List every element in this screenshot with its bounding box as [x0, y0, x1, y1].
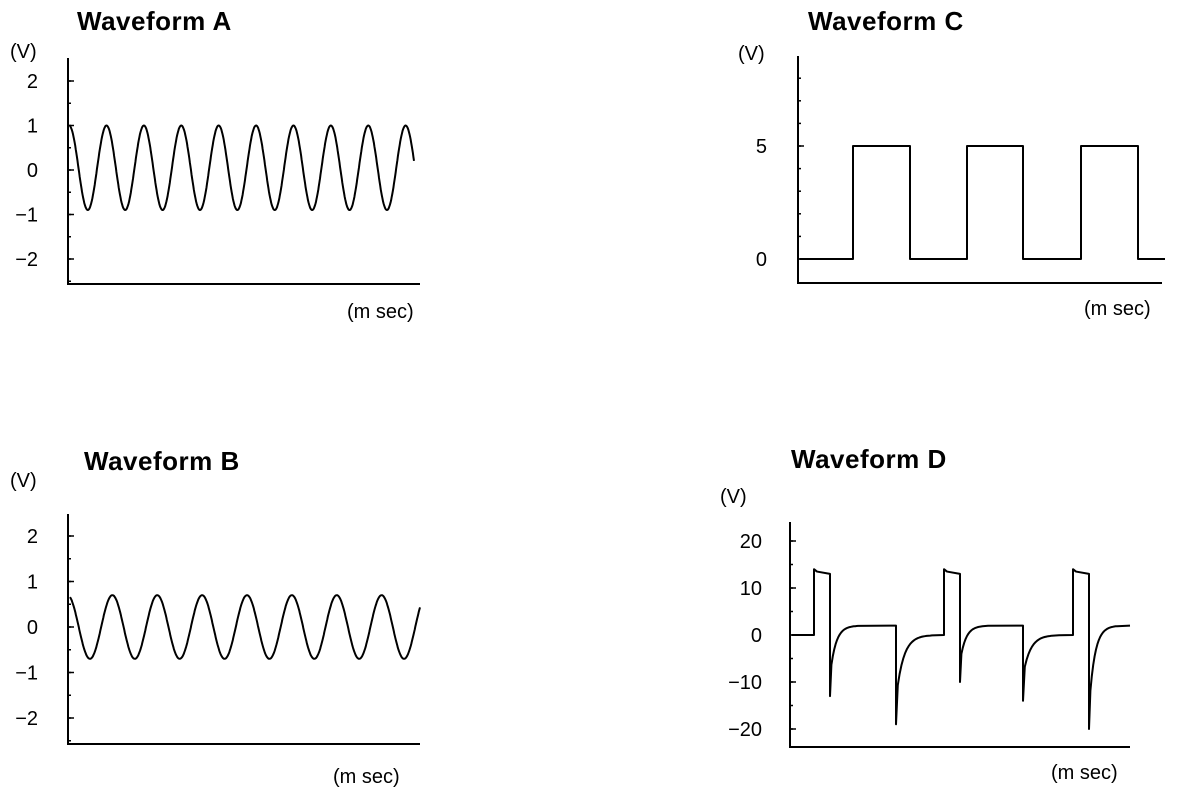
waveform-b-title: Waveform B: [84, 446, 240, 476]
waveform-c-trace: [800, 145, 1165, 260]
panel-waveform-a: Waveform A (V) (m sec) 2 1 0 −1 −2: [10, 6, 420, 323]
y-tick-label: 0: [751, 625, 762, 647]
y-tick-label: 2: [27, 526, 38, 548]
waveform-d-xlabel: (m sec): [1051, 762, 1118, 784]
waveform-d-ylabel: (V): [720, 486, 747, 508]
y-tick-label: −1: [15, 663, 38, 685]
waveform-b-axes: [67, 514, 420, 745]
waveform-c-y-ticks: 50: [756, 77, 804, 271]
waveform-d-title: Waveform D: [791, 444, 947, 474]
waveform-b-ylabel: (V): [10, 470, 37, 492]
panel-waveform-b: Waveform B (V) (m sec) 2 1 0 −1 −2: [10, 446, 421, 788]
waveform-d-y-ticks: 20 10 0 −10 −20: [728, 531, 796, 741]
waveform-a-y-ticks: 2 1 0 −1 −2: [15, 71, 74, 282]
y-tick-label: 5: [756, 136, 767, 158]
waveform-a-axes: [67, 58, 420, 285]
y-tick-label: 1: [27, 116, 38, 138]
waveform-d-axes: [789, 522, 1130, 748]
y-tick-label: −2: [15, 708, 38, 730]
y-tick-label: −10: [728, 672, 762, 694]
waveform-c-ylabel: (V): [738, 43, 765, 65]
waveform-d-trace: [792, 568, 1131, 730]
y-tick-label: 0: [27, 617, 38, 639]
y-tick-label: −1: [15, 205, 38, 227]
panel-waveform-c: Waveform C (V) (m sec) 50: [738, 6, 1165, 320]
y-tick-label: 2: [27, 71, 38, 93]
waveform-b-xlabel: (m sec): [333, 766, 400, 788]
waveform-a-title: Waveform A: [77, 6, 232, 36]
waveform-b-y-ticks: 2 1 0 −1 −2: [15, 526, 74, 742]
y-tick-label: 20: [740, 531, 762, 553]
waveform-a-trace: [69, 124, 415, 211]
waveform-b-trace: [69, 594, 421, 660]
waveform-c-xlabel: (m sec): [1084, 298, 1151, 320]
waveform-c-title: Waveform C: [808, 6, 964, 36]
y-tick-label: 10: [740, 578, 762, 600]
waveform-a-xlabel: (m sec): [347, 301, 414, 323]
y-tick-label: 0: [756, 249, 767, 271]
y-tick-label: 0: [27, 160, 38, 182]
waveform-a-ylabel: (V): [10, 41, 37, 63]
y-tick-label: 1: [27, 572, 38, 594]
waveform-c-axes: [797, 56, 1162, 284]
panel-waveform-d: Waveform D (V) (m sec) 20 10 0 −10 −20: [720, 444, 1131, 784]
y-tick-label: −20: [728, 719, 762, 741]
y-tick-label: −2: [15, 249, 38, 271]
